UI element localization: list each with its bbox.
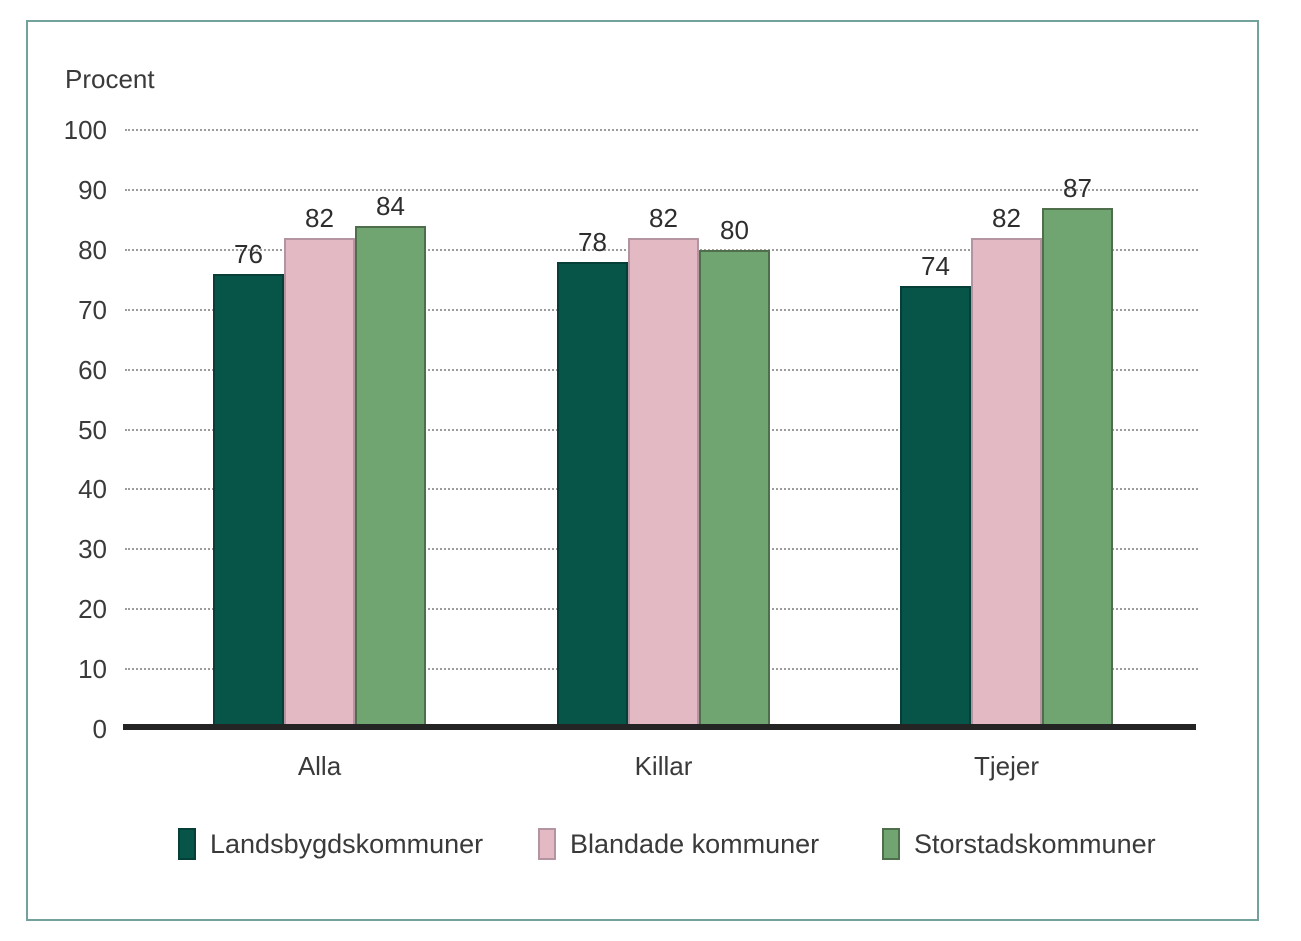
- y-tick-label-50: 50: [78, 414, 107, 445]
- legend-swatch-icon: [882, 828, 900, 860]
- bar-killar-3: [699, 249, 770, 729]
- bar-tjejer-1: [900, 285, 971, 729]
- gridline-90: [125, 188, 1198, 191]
- x-axis-label-killar: Killar: [634, 751, 693, 781]
- x-axis-line: [123, 724, 1196, 730]
- legend-label: Landsbygdskommuner: [210, 828, 484, 859]
- gridline-100: [125, 129, 1198, 131]
- x-axis-label-tjejer: Tjejer: [973, 751, 1039, 781]
- bar-tjejer-3: [1042, 207, 1113, 729]
- y-axis-unit-label: Procent: [65, 64, 155, 94]
- bar-alla-1: [213, 273, 284, 729]
- y-tick-label-70: 70: [78, 294, 107, 325]
- bar-value-label: 82: [649, 202, 678, 233]
- y-tick-label-60: 60: [78, 354, 107, 385]
- legend-item-3: Storstadskommuner: [882, 826, 1156, 862]
- bar-killar-2: [628, 237, 699, 729]
- y-tick-label-30: 30: [78, 534, 107, 565]
- bar-value-label: 82: [305, 202, 334, 233]
- y-tick-label-20: 20: [78, 594, 107, 625]
- legend-item-1: Landsbygdskommuner: [178, 826, 483, 862]
- bar-alla-2: [284, 237, 355, 729]
- legend-label: Blandade kommuner: [570, 828, 820, 859]
- bar-value-label: 74: [921, 250, 950, 281]
- bar-value-label: 82: [992, 202, 1021, 233]
- y-tick-label-0: 0: [92, 714, 107, 744]
- y-tick-label-40: 40: [78, 474, 107, 505]
- bar-killar-1: [557, 261, 628, 729]
- legend-swatch-icon: [178, 828, 196, 860]
- y-tick-label-90: 90: [78, 174, 107, 205]
- x-axis-label-alla: Alla: [297, 751, 342, 781]
- legend-item-2: Blandade kommuner: [538, 826, 819, 862]
- bar-tjejer-2: [971, 237, 1042, 729]
- bar-value-label: 80: [720, 214, 749, 245]
- y-tick-label-80: 80: [78, 234, 107, 265]
- bar-value-label: 87: [1063, 172, 1092, 203]
- legend-label: Storstadskommuner: [914, 828, 1156, 859]
- bar-alla-3: [355, 225, 426, 729]
- bar-value-label: 84: [376, 190, 405, 221]
- legend-swatch-icon: [538, 828, 556, 860]
- y-tick-label-10: 10: [78, 654, 107, 685]
- bar-value-label: 76: [234, 238, 263, 269]
- y-tick-label-100: 100: [63, 115, 107, 145]
- bar-value-label: 78: [578, 226, 607, 257]
